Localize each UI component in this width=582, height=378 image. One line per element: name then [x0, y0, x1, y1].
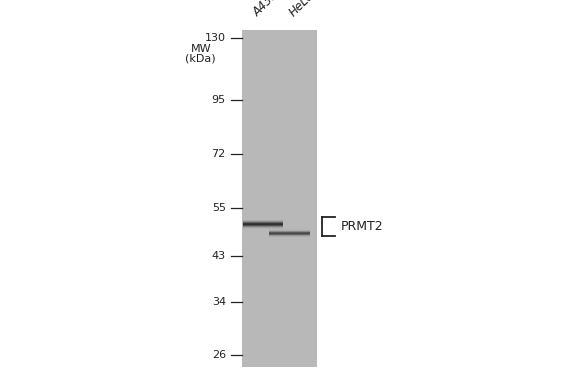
- Text: 43: 43: [212, 251, 226, 261]
- Text: 95: 95: [212, 94, 226, 105]
- Text: A431: A431: [251, 0, 282, 19]
- Text: 26: 26: [212, 350, 226, 360]
- Text: 55: 55: [212, 203, 226, 212]
- Text: 72: 72: [212, 149, 226, 160]
- Text: (kDa): (kDa): [186, 53, 216, 63]
- Text: MW: MW: [190, 44, 211, 54]
- Text: 34: 34: [212, 297, 226, 307]
- Text: HeLa: HeLa: [286, 0, 317, 19]
- Bar: [242, 30, 317, 367]
- Text: PRMT2: PRMT2: [340, 220, 383, 233]
- Text: 130: 130: [205, 33, 226, 43]
